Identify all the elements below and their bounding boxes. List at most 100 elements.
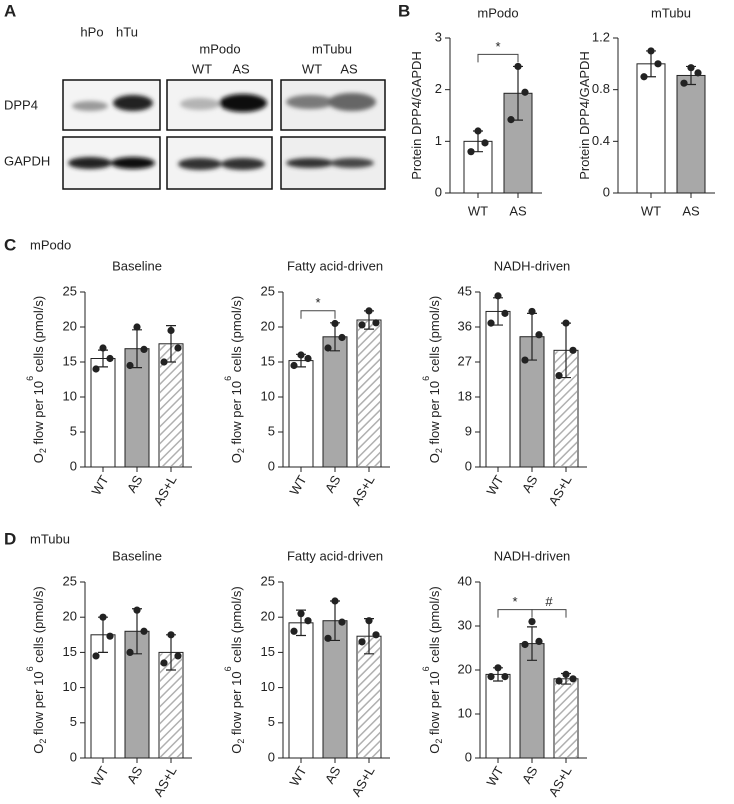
bar-hatch xyxy=(358,637,380,757)
y-axis-label-part: 2 xyxy=(434,739,444,744)
chart-title: Baseline xyxy=(112,548,162,563)
y-axis-label: O2 flow per 106 cells (pmol/s) xyxy=(421,296,444,464)
bar xyxy=(322,620,348,759)
panel-label: B xyxy=(398,1,410,20)
data-point xyxy=(562,319,570,327)
data-point xyxy=(106,354,114,363)
y-axis-label-part: flow per 10 xyxy=(31,381,46,448)
y-axis-label-part: 6 xyxy=(25,666,35,671)
bar xyxy=(485,310,511,468)
y-axis-label: O2 flow per 106 cells (pmol/s) xyxy=(421,586,444,754)
x-tick-label: AS+L xyxy=(348,764,377,799)
data-point xyxy=(501,309,509,317)
y-tick-label: 30 xyxy=(458,617,472,632)
data-point xyxy=(174,344,182,352)
y-tick-label: 20 xyxy=(63,609,77,624)
y-tick-label: 25 xyxy=(261,573,275,588)
x-tick-label: WT xyxy=(483,473,506,498)
data-point xyxy=(331,319,339,328)
x-tick-label: AS+L xyxy=(150,473,179,508)
x-tick-label: AS xyxy=(519,472,541,495)
y-tick-label: 25 xyxy=(63,283,77,298)
y-axis-label-part: cells (pmol/s) xyxy=(427,586,442,666)
y-tick-label: 0 xyxy=(268,458,275,473)
data-point xyxy=(290,361,298,370)
data-point xyxy=(160,358,168,366)
y-tick-label: 18 xyxy=(458,388,472,403)
data-point xyxy=(528,307,536,316)
y-axis-label: Protein DPP4/GAPDH xyxy=(577,51,592,180)
y-tick-label: 0 xyxy=(465,749,472,764)
y-tick-label: 5 xyxy=(268,714,275,729)
lane-label: AS xyxy=(340,61,358,76)
y-axis-label-part: flow per 10 xyxy=(229,381,244,448)
data-point xyxy=(133,606,141,614)
y-tick-label: 40 xyxy=(458,573,472,588)
data-point xyxy=(555,372,563,380)
y-axis-label-part: flow per 10 xyxy=(31,671,46,738)
lane-label: WT xyxy=(192,61,212,76)
data-point xyxy=(528,618,536,626)
y-tick-label: 5 xyxy=(70,714,77,729)
x-tick-label: AS xyxy=(509,203,527,218)
y-axis-label-part: flow per 10 xyxy=(427,671,442,738)
y-axis-label-part: flow per 10 xyxy=(229,671,244,738)
data-point xyxy=(297,351,305,359)
y-axis-label: Protein DPP4/GAPDH xyxy=(409,51,424,180)
panel-label: C xyxy=(4,235,16,254)
y-axis-label-part: O xyxy=(31,453,46,463)
data-point xyxy=(99,613,107,621)
data-point xyxy=(501,673,509,681)
data-point xyxy=(133,323,141,331)
x-tick-label: WT xyxy=(641,203,661,218)
data-point xyxy=(507,116,515,124)
panel-label: D xyxy=(4,529,16,548)
y-axis-label-part: 2 xyxy=(434,448,444,453)
y-axis-label-part: Protein DPP4/GAPDH xyxy=(577,51,592,180)
y-axis-label-part: Protein DPP4/GAPDH xyxy=(409,51,424,180)
y-tick-label: 20 xyxy=(261,318,275,333)
x-tick-label: AS xyxy=(322,763,344,786)
bar xyxy=(485,673,511,759)
significance-label: # xyxy=(545,594,553,609)
y-axis-label: O2 flow per 106 cells (pmol/s) xyxy=(223,296,246,464)
data-point xyxy=(521,640,529,649)
bar xyxy=(636,63,666,194)
y-tick-label: 15 xyxy=(261,353,275,368)
data-point xyxy=(297,610,305,618)
y-axis-label-part: 2 xyxy=(38,739,48,744)
data-point xyxy=(562,670,570,679)
x-tick-label: WT xyxy=(88,473,111,498)
y-axis-label: O2 flow per 106 cells (pmol/s) xyxy=(25,296,48,464)
data-point xyxy=(331,597,339,605)
data-point xyxy=(569,346,577,354)
y-axis-label: O2 flow per 106 cells (pmol/s) xyxy=(25,586,48,754)
x-tick-label: WT xyxy=(88,764,111,789)
data-point xyxy=(358,321,366,329)
data-point xyxy=(140,345,148,353)
y-axis-label-part: O xyxy=(31,744,46,754)
y-tick-label: 1.2 xyxy=(592,29,610,44)
data-point xyxy=(514,62,522,71)
chart-title: NADH-driven xyxy=(494,548,571,563)
bar xyxy=(676,74,706,194)
data-point xyxy=(304,617,312,625)
chart-title: Fatty acid-driven xyxy=(287,548,383,563)
x-tick-label: WT xyxy=(286,764,309,789)
y-tick-label: 15 xyxy=(63,353,77,368)
data-point xyxy=(694,69,702,77)
bar xyxy=(519,643,545,759)
data-point xyxy=(126,648,134,657)
y-axis-label-part: cells (pmol/s) xyxy=(229,296,244,376)
data-point xyxy=(654,60,662,68)
data-point xyxy=(92,365,100,373)
y-tick-label: 5 xyxy=(268,423,275,438)
data-point xyxy=(535,331,543,339)
data-point xyxy=(290,627,298,635)
data-point xyxy=(467,148,475,156)
y-axis-label-part: cells (pmol/s) xyxy=(229,586,244,666)
y-tick-label: 20 xyxy=(458,661,472,676)
data-point xyxy=(160,659,168,667)
y-tick-label: 20 xyxy=(63,318,77,333)
y-tick-label: 2 xyxy=(435,81,442,96)
